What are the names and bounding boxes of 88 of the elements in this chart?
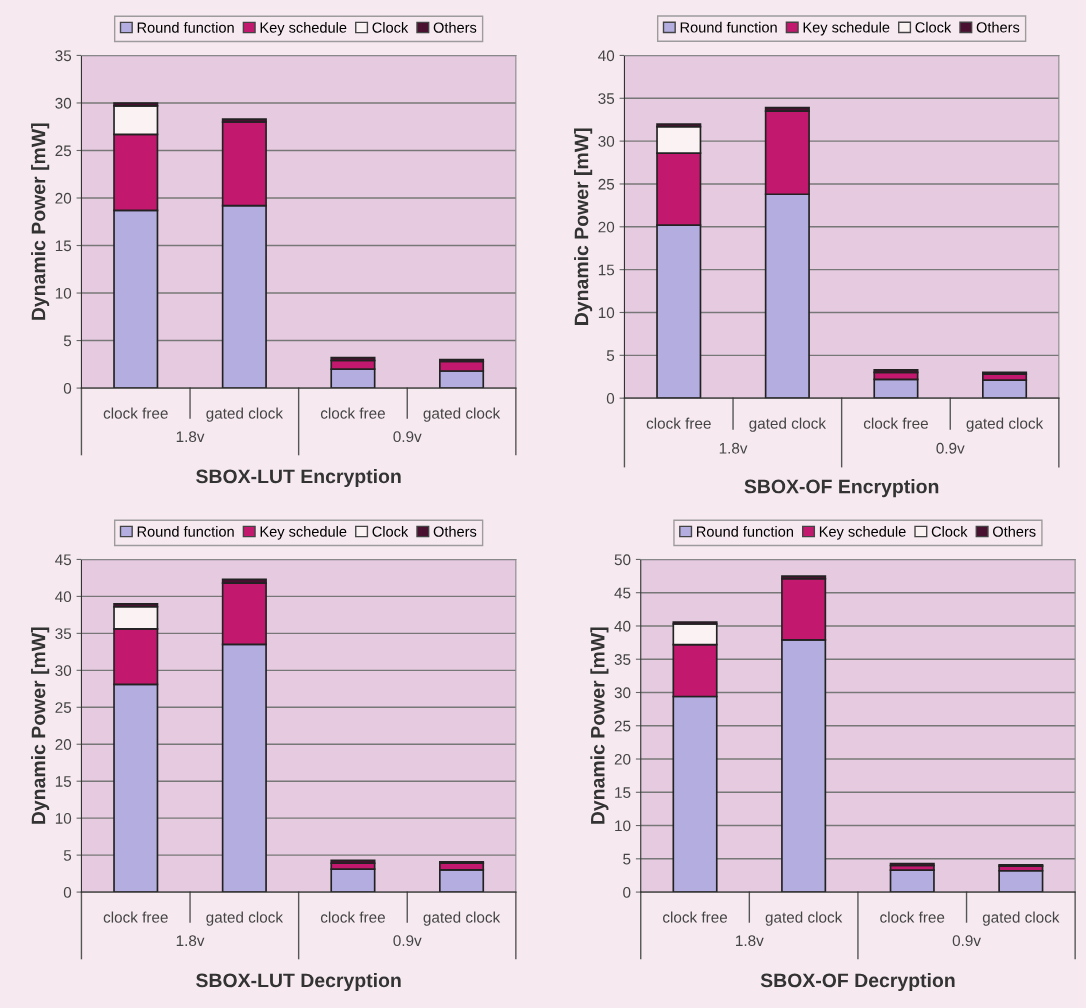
x-tick-label: gated clock bbox=[966, 417, 1044, 432]
x-tick-label: gated clock bbox=[206, 911, 284, 926]
x-tick-label: clock free bbox=[863, 417, 928, 429]
legend-label: Others bbox=[433, 526, 477, 537]
legend-label: Others bbox=[976, 21, 1020, 33]
x-tick-label: gated clock bbox=[765, 911, 843, 926]
y-tick-label: 30 bbox=[55, 97, 72, 109]
y-tick-label: 15 bbox=[55, 240, 72, 252]
y-tick-label: 5 bbox=[63, 335, 72, 347]
legend-label: Clock bbox=[372, 526, 409, 537]
y-axis-title: Dynamic Power [mW] bbox=[590, 627, 609, 824]
y-tick-label: 10 bbox=[55, 813, 72, 824]
x-tick-label: gated clock bbox=[423, 911, 501, 926]
x-axis-title: SBOX-OF Encryption bbox=[744, 479, 939, 498]
y-tick-label: 0 bbox=[63, 382, 72, 394]
text: 1.8v bbox=[736, 935, 764, 947]
x-tick-label: clock free bbox=[320, 911, 385, 923]
y-tick-label: 35 bbox=[598, 93, 615, 104]
y-tick-label: 15 bbox=[615, 787, 631, 798]
legend-label: Clock bbox=[372, 22, 409, 33]
y-tick-label: 40 bbox=[598, 50, 615, 62]
legend-label: Clock bbox=[915, 21, 952, 33]
text: 1.8v bbox=[719, 442, 748, 454]
legend-label: Round function bbox=[680, 21, 777, 33]
y-tick-label: 25 bbox=[55, 145, 72, 157]
text: 0.9v bbox=[936, 442, 965, 454]
x-tick-label: gated clock bbox=[423, 407, 501, 422]
x-tick-label: gated clock bbox=[206, 407, 284, 422]
y-tick-label: 40 bbox=[55, 591, 72, 603]
y-tick-label: 45 bbox=[55, 554, 72, 566]
legend-label: Key schedule bbox=[803, 21, 890, 36]
y-tick-label: 30 bbox=[598, 135, 615, 147]
y-tick-label: 0 bbox=[63, 886, 72, 898]
y-tick-label: 40 bbox=[614, 620, 631, 632]
y-tick-label: 25 bbox=[55, 702, 72, 713]
text: 0.9v bbox=[952, 935, 981, 947]
y-tick-label: 5 bbox=[63, 850, 72, 861]
x-tick-label: clock free bbox=[320, 407, 385, 419]
y-axis-title: Dynamic Power [mW] bbox=[31, 123, 50, 320]
legend-label: Clock bbox=[931, 526, 968, 537]
x-tick-label: clock free bbox=[646, 417, 711, 429]
text: 0.9v bbox=[393, 935, 422, 947]
y-tick-label: 20 bbox=[598, 221, 615, 233]
y-axis-title: Dynamic Power [mW] bbox=[31, 627, 50, 824]
legend-label: Round function bbox=[137, 526, 234, 537]
legend-label: Key schedule bbox=[819, 526, 906, 540]
y-tick-label: 0 bbox=[606, 393, 615, 404]
y-tick-label: 15 bbox=[55, 776, 72, 787]
y-tick-label: 5 bbox=[623, 853, 631, 865]
legend-label: Key schedule bbox=[260, 526, 347, 540]
x-tick-label: clock free bbox=[663, 911, 728, 923]
y-tick-label: 35 bbox=[55, 628, 72, 640]
bar bbox=[981, 379, 1028, 399]
y-tick-label: 20 bbox=[614, 753, 631, 765]
y-tick-label: 45 bbox=[614, 587, 631, 599]
y-tick-label: 10 bbox=[55, 287, 72, 299]
bar bbox=[330, 868, 376, 893]
x-tick-label: clock free bbox=[103, 911, 168, 923]
y-axis-title: Dynamic Power [mW] bbox=[574, 128, 593, 325]
legend-label: Others bbox=[433, 22, 477, 33]
legend-label: Round function bbox=[697, 526, 793, 537]
y-tick-label: 5 bbox=[606, 350, 615, 362]
x-axis-title: SBOX-OF Decryption bbox=[760, 972, 955, 992]
x-axis-title: SBOX-LUT Encryption bbox=[196, 468, 401, 488]
y-tick-label: 15 bbox=[598, 264, 615, 276]
y-tick-label: 25 bbox=[598, 178, 615, 190]
legend-label: Key schedule bbox=[260, 22, 347, 36]
y-tick-label: 10 bbox=[615, 820, 631, 832]
y-tick-label: 20 bbox=[55, 192, 72, 204]
x-tick-label: gated clock bbox=[982, 911, 1060, 926]
y-tick-label: 0 bbox=[623, 886, 631, 898]
y-tick-label: 10 bbox=[598, 307, 615, 319]
y-tick-label: 30 bbox=[614, 687, 631, 699]
y-tick-label: 25 bbox=[614, 720, 631, 732]
y-tick-label: 50 bbox=[614, 554, 631, 566]
text: 0.9v bbox=[393, 431, 422, 443]
x-tick-label: clock free bbox=[103, 407, 168, 419]
x-tick-label: clock free bbox=[880, 911, 945, 923]
y-tick-label: 35 bbox=[55, 50, 72, 62]
text: 1.8v bbox=[176, 431, 205, 443]
legend-label: Round function bbox=[137, 22, 234, 33]
y-tick-label: 30 bbox=[55, 665, 72, 677]
y-tick-label: 20 bbox=[55, 739, 72, 750]
x-axis-title: SBOX-LUT Decryption bbox=[196, 972, 401, 992]
y-tick-label: 35 bbox=[614, 654, 631, 665]
text: 1.8v bbox=[176, 935, 205, 947]
legend-label: Others bbox=[993, 526, 1036, 537]
x-tick-label: gated clock bbox=[749, 417, 827, 432]
